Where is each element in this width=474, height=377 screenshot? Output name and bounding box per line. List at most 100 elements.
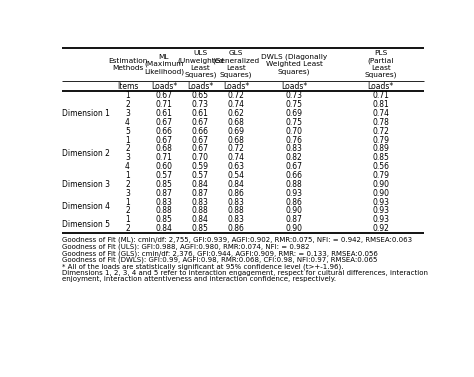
Text: 4: 4: [125, 118, 130, 127]
Text: 0.66: 0.66: [155, 127, 173, 136]
Text: 0.83: 0.83: [286, 144, 302, 153]
Text: 0.72: 0.72: [228, 91, 245, 100]
Text: 2: 2: [125, 207, 130, 216]
Text: 0.74: 0.74: [228, 100, 245, 109]
Text: Dimension 2: Dimension 2: [63, 149, 110, 158]
Text: 0.62: 0.62: [228, 109, 245, 118]
Text: 0.67: 0.67: [192, 118, 209, 127]
Text: 0.90: 0.90: [285, 224, 302, 233]
Text: 0.67: 0.67: [285, 162, 302, 171]
Text: 0.78: 0.78: [373, 118, 389, 127]
Text: 0.68: 0.68: [228, 118, 245, 127]
Text: 0.79: 0.79: [373, 171, 389, 180]
Text: 3: 3: [125, 189, 130, 198]
Text: ML
(Maximum
Likelihood): ML (Maximum Likelihood): [144, 54, 184, 75]
Text: 1: 1: [125, 91, 130, 100]
Text: Loads*: Loads*: [223, 82, 249, 91]
Text: 1: 1: [125, 198, 130, 207]
Text: 0.54: 0.54: [228, 171, 245, 180]
Text: Dimension 3: Dimension 3: [63, 180, 110, 189]
Text: 0.93: 0.93: [373, 215, 389, 224]
Text: ULS
(Unweighted
Least
Squares): ULS (Unweighted Least Squares): [177, 51, 224, 78]
Text: 0.75: 0.75: [285, 100, 302, 109]
Text: 0.82: 0.82: [286, 153, 302, 162]
Text: 0.71: 0.71: [155, 100, 173, 109]
Text: 0.79: 0.79: [373, 136, 389, 145]
Text: 0.93: 0.93: [285, 189, 302, 198]
Text: Dimension 5: Dimension 5: [63, 220, 110, 229]
Text: 2: 2: [125, 224, 130, 233]
Text: 0.86: 0.86: [228, 189, 245, 198]
Text: Loads*: Loads*: [187, 82, 213, 91]
Text: 0.87: 0.87: [155, 189, 173, 198]
Text: 0.71: 0.71: [373, 91, 389, 100]
Text: 0.57: 0.57: [192, 171, 209, 180]
Text: 0.85: 0.85: [373, 153, 389, 162]
Text: 0.67: 0.67: [192, 144, 209, 153]
Text: 0.92: 0.92: [373, 224, 389, 233]
Text: 0.73: 0.73: [192, 100, 209, 109]
Text: 0.86: 0.86: [228, 224, 245, 233]
Text: 0.73: 0.73: [285, 91, 302, 100]
Text: 0.71: 0.71: [155, 153, 173, 162]
Text: DWLS (Diagonally
Weighted Least
Squares): DWLS (Diagonally Weighted Least Squares): [261, 54, 327, 75]
Text: Dimensions 1, 2, 3, 4 and 5 refer to interaction engagement, respect for cultura: Dimensions 1, 2, 3, 4 and 5 refer to int…: [62, 270, 428, 276]
Text: Estimation
Methods: Estimation Methods: [108, 58, 147, 71]
Text: 0.65: 0.65: [192, 91, 209, 100]
Text: enjoyment, interaction attentiveness and interaction confidence, respectively.: enjoyment, interaction attentiveness and…: [62, 276, 336, 282]
Text: 0.83: 0.83: [228, 198, 245, 207]
Text: 0.81: 0.81: [373, 100, 389, 109]
Text: 5: 5: [125, 127, 130, 136]
Text: 0.84: 0.84: [155, 224, 173, 233]
Text: 0.93: 0.93: [373, 198, 389, 207]
Text: 0.67: 0.67: [155, 136, 173, 145]
Text: 1: 1: [125, 215, 130, 224]
Text: 0.87: 0.87: [286, 215, 302, 224]
Text: 0.63: 0.63: [228, 162, 245, 171]
Text: 0.90: 0.90: [373, 180, 389, 189]
Text: 0.69: 0.69: [228, 127, 245, 136]
Text: 0.89: 0.89: [373, 144, 389, 153]
Text: 0.74: 0.74: [373, 109, 389, 118]
Text: 0.90: 0.90: [285, 207, 302, 216]
Text: 0.61: 0.61: [155, 109, 173, 118]
Text: 2: 2: [125, 180, 130, 189]
Text: Items: Items: [117, 82, 138, 91]
Text: 0.66: 0.66: [192, 127, 209, 136]
Text: Loads*: Loads*: [281, 82, 307, 91]
Text: 0.67: 0.67: [192, 136, 209, 145]
Text: 0.70: 0.70: [192, 153, 209, 162]
Text: 0.76: 0.76: [285, 136, 302, 145]
Text: Loads*: Loads*: [151, 82, 177, 91]
Text: 0.69: 0.69: [285, 109, 302, 118]
Text: Loads*: Loads*: [368, 82, 394, 91]
Text: 0.83: 0.83: [192, 198, 209, 207]
Text: 0.57: 0.57: [155, 171, 173, 180]
Text: 0.86: 0.86: [286, 198, 302, 207]
Text: 0.75: 0.75: [285, 118, 302, 127]
Text: Dimension 4: Dimension 4: [63, 202, 110, 211]
Text: 0.93: 0.93: [373, 207, 389, 216]
Text: 2: 2: [125, 100, 130, 109]
Text: 2: 2: [125, 144, 130, 153]
Text: 0.85: 0.85: [155, 215, 173, 224]
Text: GLS
(Generalized
Least
Squares): GLS (Generalized Least Squares): [212, 51, 259, 78]
Text: 0.68: 0.68: [155, 144, 173, 153]
Text: 3: 3: [125, 153, 130, 162]
Text: 0.84: 0.84: [192, 180, 209, 189]
Text: 0.67: 0.67: [155, 118, 173, 127]
Text: * All of the loads are statistically significant at 95% confidence level (t>+-1.: * All of the loads are statistically sig…: [62, 263, 343, 270]
Text: 0.85: 0.85: [155, 180, 173, 189]
Text: 0.59: 0.59: [192, 162, 209, 171]
Text: 0.85: 0.85: [192, 224, 209, 233]
Text: 0.67: 0.67: [155, 91, 173, 100]
Text: Goodness of Fit (ULS): GFI:0.988, AGFI:0.980, RMR:0.074, NFI: = 0.982: Goodness of Fit (ULS): GFI:0.988, AGFI:0…: [62, 244, 309, 250]
Text: 0.88: 0.88: [155, 207, 172, 216]
Text: Goodness of Fit (GLS): cmin/df: 2,376, GFI:0.944, AGFI:0.909, RMR: = 0.133, RMSE: Goodness of Fit (GLS): cmin/df: 2,376, G…: [62, 250, 377, 257]
Text: 0.61: 0.61: [192, 109, 209, 118]
Text: 0.72: 0.72: [373, 127, 389, 136]
Text: 0.88: 0.88: [192, 207, 209, 216]
Text: 0.83: 0.83: [155, 198, 173, 207]
Text: 0.74: 0.74: [228, 153, 245, 162]
Text: 0.84: 0.84: [192, 215, 209, 224]
